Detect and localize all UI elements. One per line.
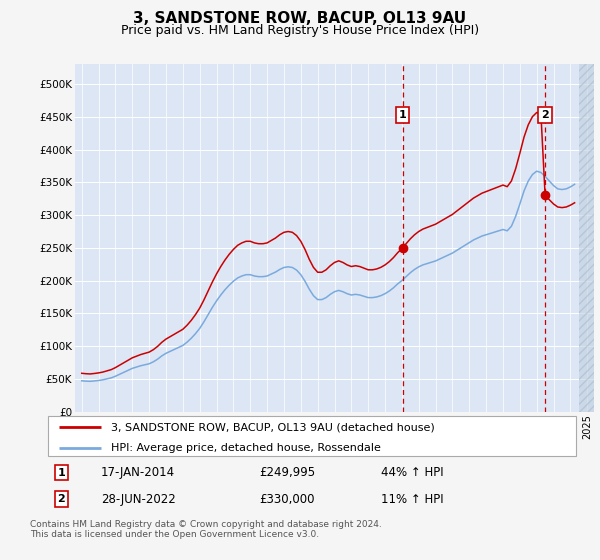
Text: £249,995: £249,995 — [259, 466, 316, 479]
Text: Contains HM Land Registry data © Crown copyright and database right 2024.
This d: Contains HM Land Registry data © Crown c… — [30, 520, 382, 539]
Text: 2: 2 — [541, 110, 549, 120]
Text: 1: 1 — [58, 468, 65, 478]
Bar — [579, 64, 594, 412]
Text: 1: 1 — [399, 110, 406, 120]
Text: HPI: Average price, detached house, Rossendale: HPI: Average price, detached house, Ross… — [112, 442, 381, 452]
Text: 2: 2 — [58, 494, 65, 504]
Text: 17-JAN-2014: 17-JAN-2014 — [101, 466, 175, 479]
Text: 44% ↑ HPI: 44% ↑ HPI — [380, 466, 443, 479]
Text: 11% ↑ HPI: 11% ↑ HPI — [380, 493, 443, 506]
Text: Price paid vs. HM Land Registry's House Price Index (HPI): Price paid vs. HM Land Registry's House … — [121, 24, 479, 36]
Text: 3, SANDSTONE ROW, BACUP, OL13 9AU: 3, SANDSTONE ROW, BACUP, OL13 9AU — [133, 11, 467, 26]
FancyBboxPatch shape — [48, 416, 576, 456]
Text: 3, SANDSTONE ROW, BACUP, OL13 9AU (detached house): 3, SANDSTONE ROW, BACUP, OL13 9AU (detac… — [112, 422, 435, 432]
Text: 28-JUN-2022: 28-JUN-2022 — [101, 493, 176, 506]
Text: £330,000: £330,000 — [259, 493, 315, 506]
